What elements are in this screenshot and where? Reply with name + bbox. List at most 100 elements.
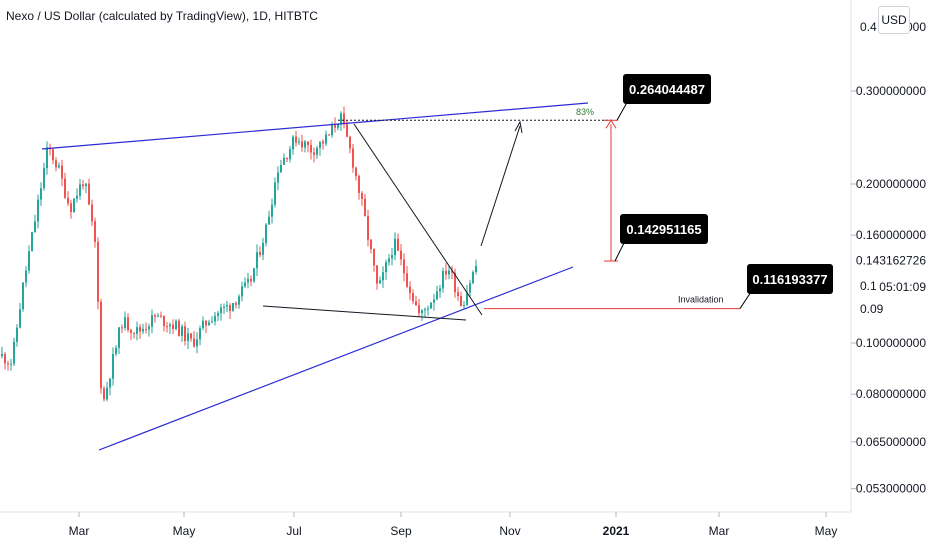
candlestick-series (1, 106, 477, 402)
x-tick-label: Nov (499, 524, 520, 538)
candle-up (436, 291, 438, 300)
candle-up (391, 255, 393, 259)
candle-up (280, 164, 282, 173)
candle-down (370, 239, 372, 249)
candle-up (79, 184, 81, 196)
y-tick-label-partial: 000 (906, 20, 926, 34)
x-tick-label: Mar (709, 524, 730, 538)
y-tick-label: 0.053000000 (856, 482, 926, 496)
candle-up (382, 272, 384, 281)
target-callout-label: 0.264044487 (629, 82, 705, 97)
currency-button[interactable]: USD (878, 6, 910, 34)
candle-up (442, 270, 444, 289)
candle-up (232, 303, 234, 312)
candle-down (313, 152, 315, 155)
candle-up (25, 270, 27, 283)
candle-up (13, 341, 15, 364)
candle-down (70, 203, 72, 213)
candle-up (208, 322, 210, 326)
candle-up (181, 326, 183, 336)
y-tick-label: 0.100000000 (856, 336, 926, 350)
candle-up (211, 321, 213, 323)
candle-up (58, 165, 60, 168)
candle-down (52, 149, 54, 161)
candle-down (250, 278, 252, 282)
candle-down (307, 141, 309, 145)
candle-up (274, 182, 276, 205)
candle-down (130, 330, 132, 333)
candle-down (346, 123, 348, 137)
x-tick-label: Mar (69, 524, 90, 538)
candle-down (121, 327, 123, 329)
time-axis[interactable]: Mar May Jul Sep Nov 2021 Mar May (0, 511, 851, 538)
candle-up (43, 168, 45, 189)
candle-up (427, 308, 429, 310)
candle-down (193, 338, 195, 347)
candle-up (463, 304, 465, 307)
candle-down (334, 124, 336, 128)
candle-down (67, 197, 69, 204)
candle-down (229, 305, 231, 312)
candle-down (364, 198, 366, 217)
y-tick-label-partial: 0.1 (860, 279, 877, 293)
candle-down (7, 363, 9, 365)
candle-up (253, 268, 255, 282)
candle-down (454, 272, 456, 293)
lower-trendline (98, 266, 574, 451)
candle-up (157, 315, 159, 317)
candle-down (82, 184, 84, 187)
candle-up (34, 221, 36, 233)
candle-up (421, 310, 423, 314)
countdown-label: 05:01:09 (879, 280, 926, 294)
y-tick-label: 0.200000000 (856, 177, 926, 191)
candle-up (283, 157, 285, 165)
x-tick-label: 2021 (603, 524, 630, 538)
candle-down (163, 316, 165, 327)
y-tick-label: 0.300000000 (856, 84, 926, 98)
price-axis[interactable]: 0.3000000000.2000000000.1600000000.10000… (850, 0, 926, 512)
candle-down (400, 250, 402, 260)
current-price-label: 0.143162726 (856, 254, 926, 268)
candle-up (256, 252, 258, 269)
candle-up (331, 124, 333, 136)
support-line (262, 305, 467, 321)
candle-up (148, 326, 150, 330)
candle-up (223, 306, 225, 308)
candle-up (247, 278, 249, 283)
candle-up (241, 286, 243, 297)
candle-up (469, 283, 471, 293)
candle-down (373, 248, 375, 266)
candle-down (139, 327, 141, 332)
candle-down (361, 192, 363, 199)
candle-up (1, 353, 3, 356)
entry-callout-box (620, 214, 708, 244)
projection-arrowhead (514, 120, 523, 134)
candle-up (433, 299, 435, 303)
candle-down (55, 160, 57, 168)
candle-up (214, 315, 216, 322)
candle-down (376, 265, 378, 284)
candle-up (262, 242, 264, 255)
candle-up (316, 147, 318, 155)
candle-up (31, 232, 33, 252)
candle-down (97, 241, 99, 302)
candle-down (235, 303, 237, 305)
candle-up (394, 238, 396, 256)
candle-up (199, 328, 201, 340)
y-tick-label-partial: 0.4 (860, 20, 877, 34)
invalidation-label: Invalidation (678, 295, 724, 305)
candle-down (409, 286, 411, 294)
candle-down (349, 136, 351, 149)
candle-down (418, 305, 420, 314)
candle-up (424, 309, 426, 311)
candle-up (472, 272, 474, 284)
candle-up (292, 136, 294, 150)
candle-down (343, 113, 345, 124)
candle-down (406, 273, 408, 287)
candle-up (439, 288, 441, 292)
plot-area[interactable]: 83% Invalidation 0.264044487 0.142951165 0.1… (0, 0, 851, 512)
candle-down (358, 176, 360, 193)
falling-trendline (353, 123, 483, 316)
candle-up (22, 282, 24, 310)
